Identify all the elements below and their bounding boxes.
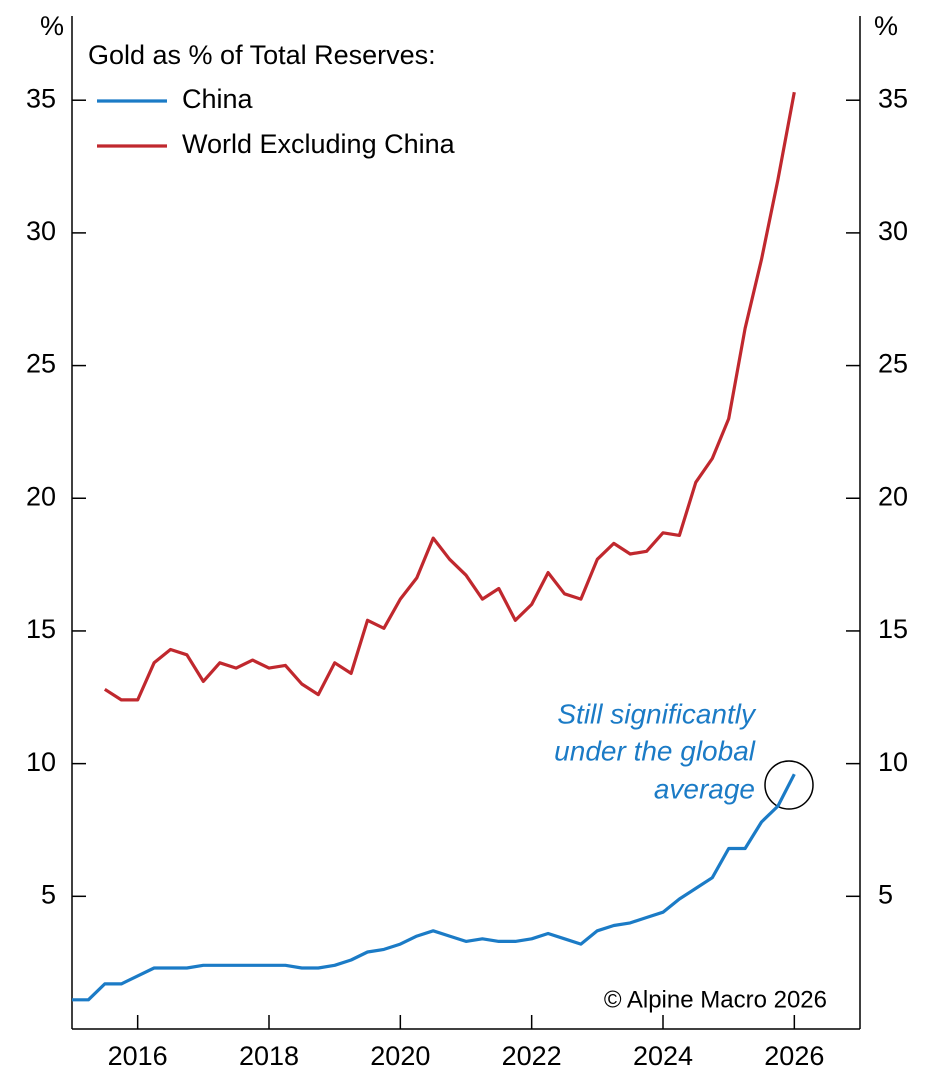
annotation: under the global xyxy=(554,735,756,766)
x-tick-label: 2022 xyxy=(502,1041,562,1071)
y-unit: % xyxy=(40,11,64,41)
y-tick-label: 30 xyxy=(26,216,56,246)
y-tick-label-right: 5 xyxy=(878,879,893,909)
x-tick-label: 2018 xyxy=(239,1041,299,1071)
x-tick-label: 2026 xyxy=(764,1041,824,1071)
y-tick-label-right: 15 xyxy=(878,614,908,644)
y-tick-label-right: 30 xyxy=(878,216,908,246)
y-tick-label-right: 35 xyxy=(878,83,908,113)
x-tick-label: 2024 xyxy=(633,1041,693,1071)
highlight-circle xyxy=(764,760,814,810)
source: © Alpine Macro 2026 xyxy=(604,986,827,1013)
y-tick-label: 25 xyxy=(26,349,56,379)
y-tick-label: 10 xyxy=(26,747,56,777)
x-tick-label: 2020 xyxy=(370,1041,430,1071)
legend-label: World Excluding China xyxy=(182,129,456,159)
y-tick-label: 5 xyxy=(41,879,56,909)
y-tick-label: 15 xyxy=(26,614,56,644)
y-tick-label-right: 10 xyxy=(878,747,908,777)
y-unit-right: % xyxy=(874,11,898,41)
y-tick-label: 20 xyxy=(26,481,56,511)
x-tick-label: 2016 xyxy=(108,1041,168,1071)
series-line xyxy=(72,773,796,1002)
legend-title: Gold as % of Total Reserves: xyxy=(88,40,436,70)
y-tick-label-right: 20 xyxy=(878,481,908,511)
legend-label: China xyxy=(182,84,254,114)
y-tick-label: 35 xyxy=(26,83,56,113)
y-tick-label-right: 25 xyxy=(878,349,908,379)
annotation: average xyxy=(654,773,755,804)
series-line xyxy=(103,91,796,702)
annotation: Still significantly xyxy=(557,698,757,729)
